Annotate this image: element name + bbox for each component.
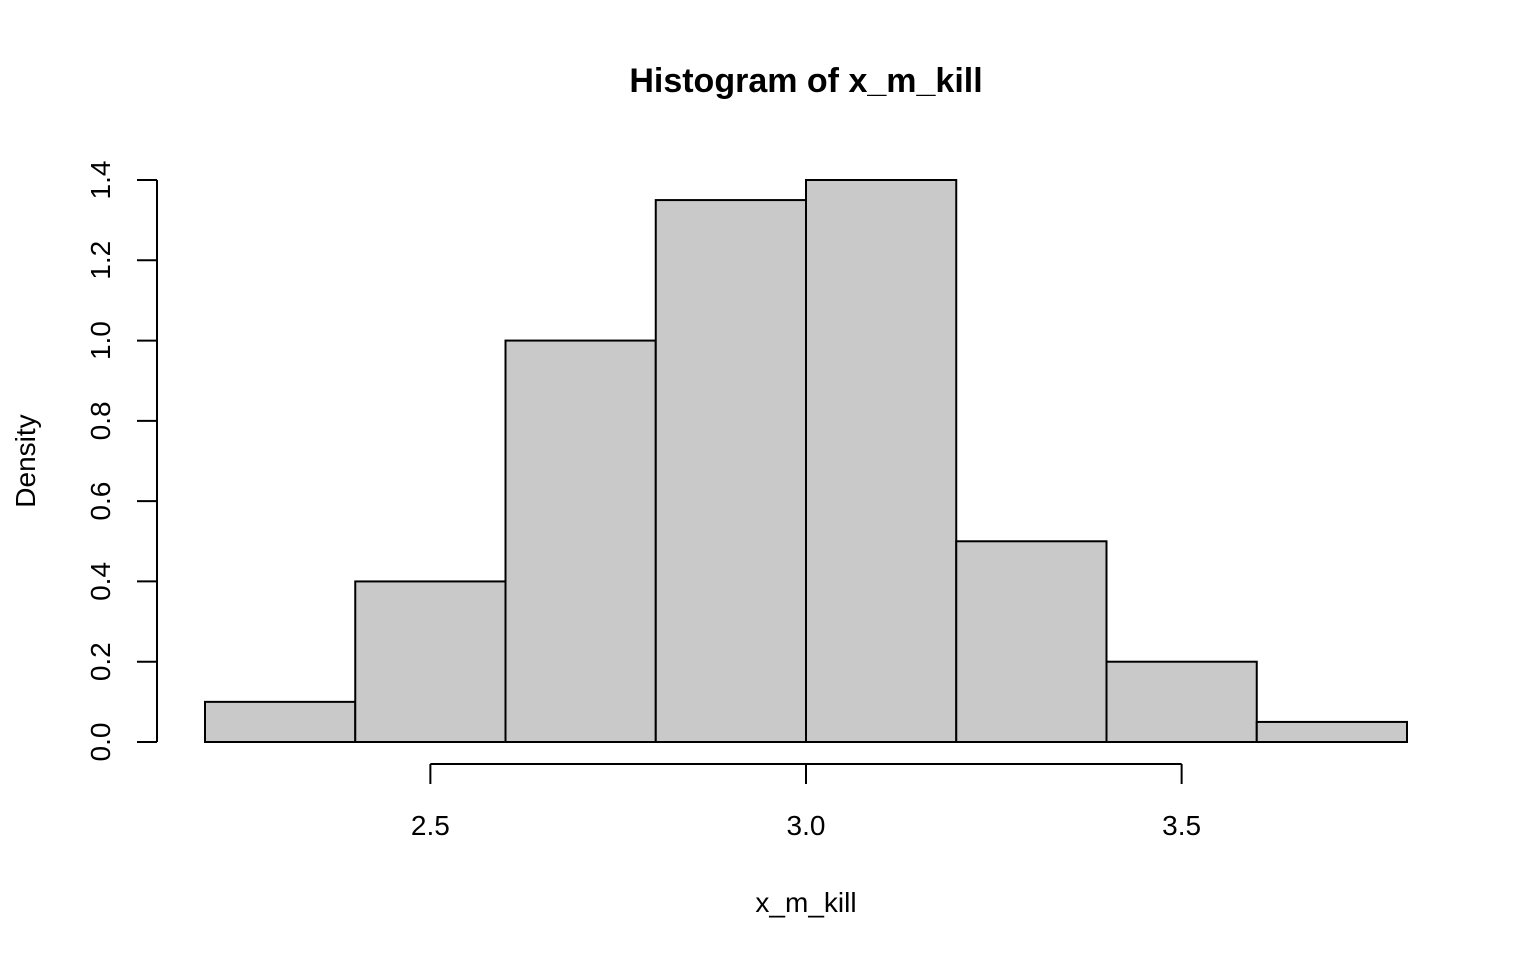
y-tick-label: 0.8 <box>85 401 116 440</box>
y-tick-label: 0.4 <box>85 562 116 601</box>
y-tick-label: 0.0 <box>85 723 116 762</box>
histogram-bar <box>204 700 357 743</box>
y-tick-label: 0.6 <box>85 482 116 521</box>
x-tick-label: 3.0 <box>787 810 826 841</box>
y-tick-label: 0.2 <box>85 642 116 681</box>
x-axis: 2.5 3.0 3.5 <box>411 763 1201 841</box>
x-tick-label: 2.5 <box>411 810 450 841</box>
y-tick-label: 1.2 <box>85 241 116 280</box>
y-axis: 0.0 0.2 0.4 0.6 0.8 1.0 1.2 1.4 <box>85 161 158 762</box>
chart-title: Histogram of x_m_kill <box>629 62 982 100</box>
histogram-bar <box>654 199 807 744</box>
histogram-bar <box>354 580 507 744</box>
y-tick-label: 1.4 <box>85 161 116 200</box>
y-axis-label: Density <box>10 414 41 507</box>
histogram-bar <box>504 339 657 743</box>
histogram-bar <box>1255 720 1408 744</box>
histogram-bar <box>1105 660 1258 744</box>
histogram-bars <box>204 179 1408 744</box>
x-tick-label: 3.5 <box>1162 810 1201 841</box>
y-tick-label: 1.0 <box>85 321 116 360</box>
histogram-bar <box>805 179 958 743</box>
histogram-bar <box>955 540 1108 743</box>
x-axis-label: x_m_kill <box>755 887 856 918</box>
